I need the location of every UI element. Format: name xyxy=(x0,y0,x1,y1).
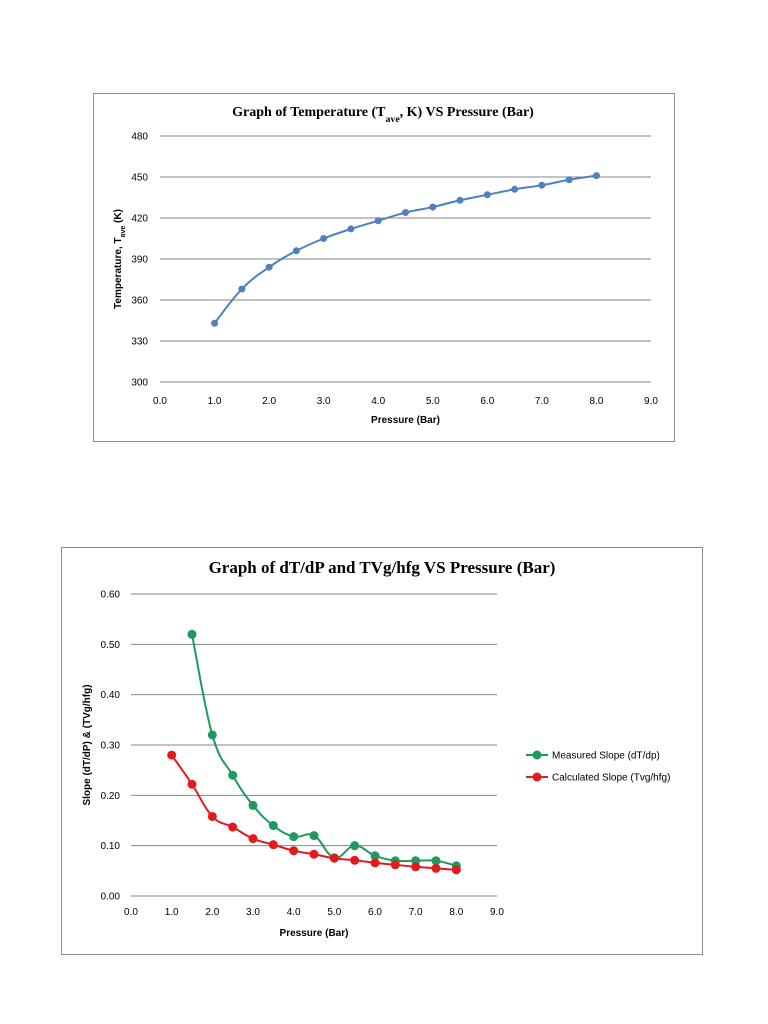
series-line-1 xyxy=(213,174,597,324)
data-point xyxy=(292,247,300,255)
y-tick-label: 0.30 xyxy=(101,741,121,752)
data-point xyxy=(374,217,382,225)
data-point xyxy=(431,863,441,873)
data-point xyxy=(248,800,258,810)
data-point xyxy=(211,319,219,327)
x-tick-label: 9.0 xyxy=(490,907,504,918)
x-axis-label: Pressure (Bar) xyxy=(371,415,440,426)
data-point xyxy=(309,849,319,859)
data-point xyxy=(592,172,600,180)
chart-title: Graph of Temperature (Tave, K) VS Pressu… xyxy=(232,105,534,125)
slope-chart xyxy=(61,547,703,955)
y-tick-label: 0.20 xyxy=(101,791,121,802)
data-point xyxy=(390,860,400,870)
y-tick-label: 0.00 xyxy=(101,892,121,903)
x-tick-label: 4.0 xyxy=(287,907,301,918)
y-tick-label: 0.50 xyxy=(101,640,121,651)
y-tick-label: 0.40 xyxy=(101,690,121,701)
x-tick-label: 0.0 xyxy=(153,396,167,407)
x-tick-label: 6.0 xyxy=(480,396,494,407)
data-point xyxy=(429,203,437,211)
x-tick-label: 9.0 xyxy=(644,396,658,407)
data-point xyxy=(248,834,258,844)
x-tick-label: 2.0 xyxy=(205,907,219,918)
data-point xyxy=(347,225,355,233)
y-tick-label: 360 xyxy=(131,296,148,307)
x-tick-label: 4.0 xyxy=(371,396,385,407)
legend-swatch-marker xyxy=(532,750,542,760)
x-tick-label: 5.0 xyxy=(426,396,440,407)
chart-title: Graph of dT/dP and TVg/hfg VS Pressure (… xyxy=(209,558,556,577)
y-tick-label: 300 xyxy=(131,378,148,389)
x-tick-label: 7.0 xyxy=(535,396,549,407)
data-point xyxy=(268,821,278,831)
chart-2: Graph of dT/dP and TVg/hfg VS Pressure (… xyxy=(82,558,670,939)
legend-label: Calculated Slope (Tvg/hfg) xyxy=(552,773,670,784)
chart-1: Graph of Temperature (Tave, K) VS Pressu… xyxy=(113,105,658,426)
data-point xyxy=(207,811,217,821)
data-point xyxy=(228,822,238,832)
data-point xyxy=(265,263,273,271)
data-point xyxy=(289,846,299,856)
x-tick-label: 0.0 xyxy=(124,907,138,918)
data-point xyxy=(538,181,546,189)
data-point xyxy=(511,185,519,193)
data-point xyxy=(402,209,409,217)
x-tick-label: 8.0 xyxy=(449,907,463,918)
data-point xyxy=(228,770,238,780)
x-tick-label: 3.0 xyxy=(317,396,331,407)
x-axis-label: Pressure (Bar) xyxy=(280,928,349,939)
data-point xyxy=(289,832,299,842)
y-axis-label: Slope (dT/dP) & (TVg/hfg) xyxy=(82,684,93,805)
y-tick-label: 480 xyxy=(131,132,148,143)
y-tick-label: 390 xyxy=(131,255,148,266)
data-point xyxy=(329,853,339,863)
data-point xyxy=(187,779,197,789)
y-axis-label: Temperature, Tave (K) xyxy=(113,209,127,309)
x-tick-label: 3.0 xyxy=(246,907,260,918)
data-point xyxy=(483,191,491,199)
y-tick-label: 330 xyxy=(131,337,148,348)
data-point xyxy=(565,176,573,184)
x-tick-label: 1.0 xyxy=(208,396,222,407)
legend-label: Measured Slope (dT/dp) xyxy=(552,751,660,762)
x-tick-label: 5.0 xyxy=(327,907,341,918)
data-point xyxy=(370,858,380,868)
y-tick-label: 420 xyxy=(131,214,148,225)
data-point xyxy=(451,865,461,875)
temperature-chart xyxy=(93,93,675,442)
data-point xyxy=(320,235,328,242)
data-point xyxy=(268,840,278,850)
y-tick-label: 450 xyxy=(131,173,148,184)
data-point xyxy=(370,851,380,861)
data-point xyxy=(309,831,319,841)
data-point xyxy=(350,841,360,851)
x-tick-label: 7.0 xyxy=(409,907,423,918)
data-point xyxy=(207,730,217,740)
x-tick-label: 1.0 xyxy=(165,907,179,918)
data-point xyxy=(238,285,246,293)
x-tick-label: 8.0 xyxy=(589,396,603,407)
data-point xyxy=(456,196,464,204)
data-point xyxy=(350,855,360,865)
y-tick-label: 0.60 xyxy=(101,590,121,601)
x-tick-label: 2.0 xyxy=(262,396,276,407)
data-point xyxy=(167,750,177,760)
legend-swatch-marker xyxy=(532,772,542,782)
data-point xyxy=(431,856,441,866)
x-tick-label: 6.0 xyxy=(368,907,382,918)
data-point xyxy=(411,862,421,872)
y-tick-label: 0.10 xyxy=(101,841,121,852)
data-point xyxy=(187,629,197,639)
